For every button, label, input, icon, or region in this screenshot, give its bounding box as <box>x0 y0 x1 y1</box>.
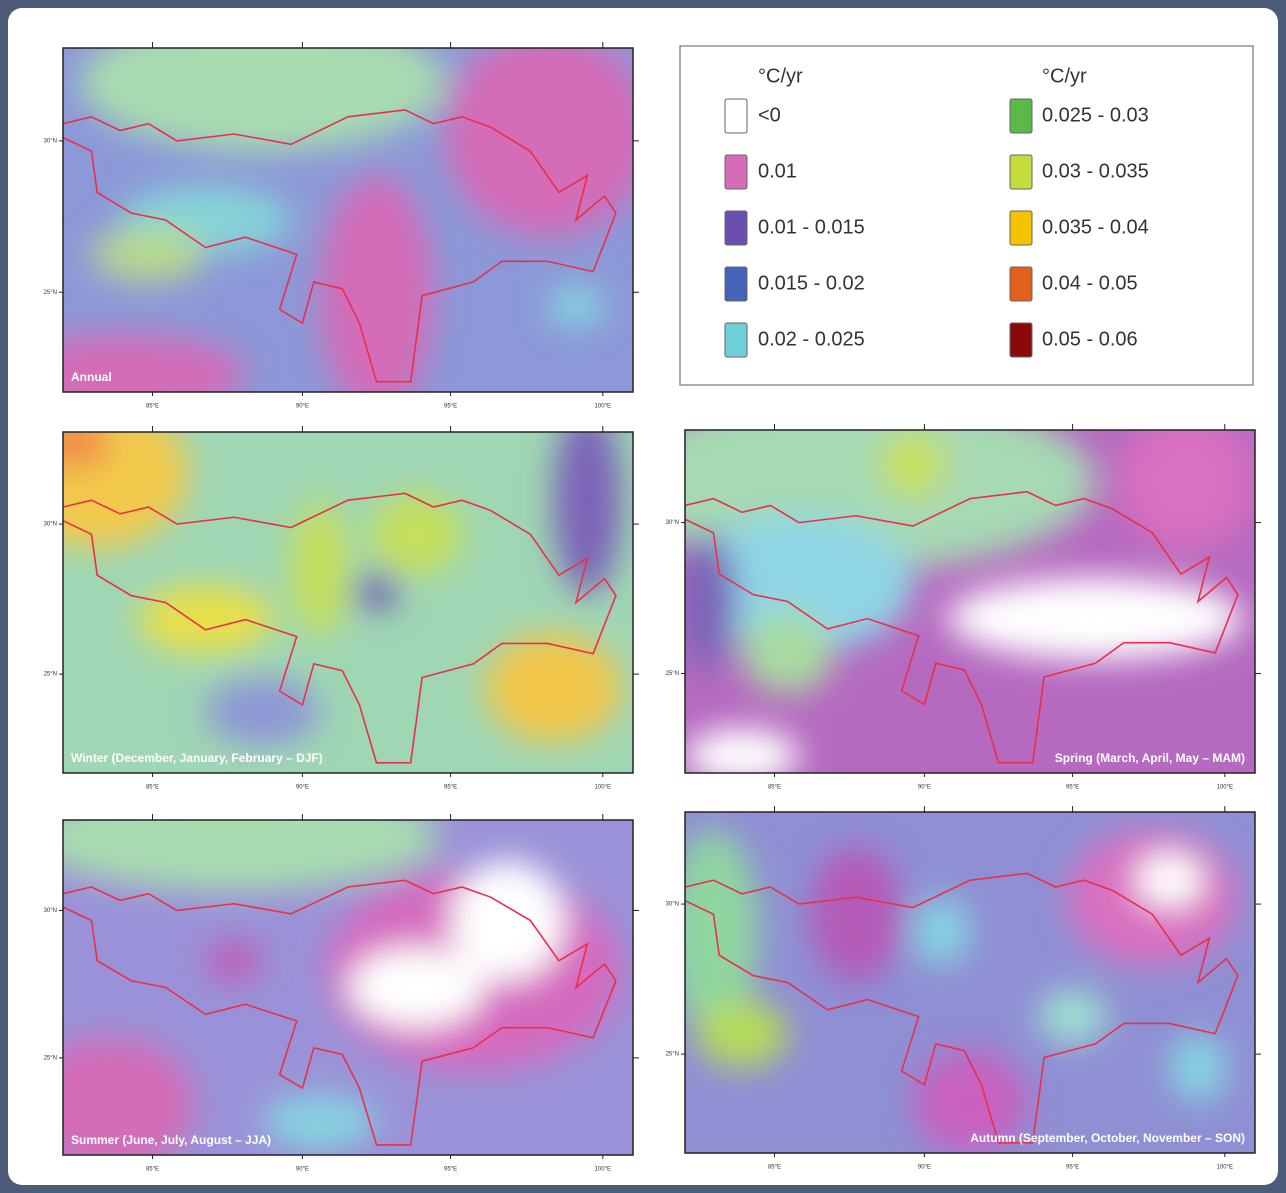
legend-swatch <box>1010 155 1032 189</box>
map-blob <box>263 1095 377 1149</box>
map-blob <box>371 493 462 575</box>
legend-label: <0 <box>758 104 781 126</box>
legend-swatch <box>1010 211 1032 245</box>
legend-label: 0.015 - 0.02 <box>758 272 865 294</box>
y-tick-label: 25°N <box>44 290 57 296</box>
legend-label: 0.05 - 0.06 <box>1042 328 1138 350</box>
y-tick-label: 25°N <box>666 1052 679 1058</box>
map-blob <box>0 334 245 417</box>
y-tick-label: 25°N <box>44 672 57 678</box>
x-tick-label: 95°E <box>444 785 457 791</box>
map-panel <box>617 392 1255 783</box>
y-tick-label: 30°N <box>666 902 679 908</box>
legend-swatch <box>725 155 747 189</box>
x-tick-label: 85°E <box>146 404 159 410</box>
map-blob <box>137 585 274 653</box>
map-blob <box>291 500 348 636</box>
figure: °C/yr <0 0.01 0.01 - 0.015 0.015 - 0.02 0.02 … <box>0 0 1286 1193</box>
panel-label: Spring (March, April, May – MAM) <box>1055 751 1245 765</box>
panel-label: Winter (December, January, February – DJ… <box>71 751 323 765</box>
legend-unit: °C/yr <box>758 65 803 87</box>
map-blob <box>1038 989 1106 1044</box>
map-blob <box>679 533 736 670</box>
map-blob <box>553 405 621 596</box>
map-blob <box>80 14 445 152</box>
x-tick-label: 95°E <box>1066 1165 1079 1171</box>
page: °C/yr <0 0.01 0.01 - 0.015 0.015 - 0.02 0.02 … <box>0 0 1286 1193</box>
legend-swatch <box>725 323 747 357</box>
y-tick-label: 30°N <box>44 522 57 528</box>
map-blob <box>879 430 947 499</box>
map-blob <box>206 941 263 981</box>
legend-label: 0.025 - 0.03 <box>1042 104 1149 126</box>
x-tick-label: 85°E <box>768 1165 781 1171</box>
map-blob <box>445 31 650 237</box>
x-tick-label: 90°E <box>918 785 931 791</box>
legend-label: 0.035 - 0.04 <box>1042 216 1149 238</box>
map-blob <box>485 633 622 742</box>
x-tick-label: 100°E <box>1217 1165 1233 1171</box>
x-tick-label: 100°E <box>1217 785 1233 791</box>
panel-label: Annual <box>71 370 112 384</box>
map-blob <box>1170 1034 1227 1102</box>
x-tick-label: 90°E <box>296 1167 309 1173</box>
x-tick-label: 95°E <box>444 404 457 410</box>
map-panel <box>23 783 633 1172</box>
map-blob <box>685 728 799 783</box>
map-blob <box>6 398 188 548</box>
x-tick-label: 90°E <box>918 1165 931 1171</box>
map-blob <box>354 575 400 609</box>
legend-swatch <box>1010 99 1032 133</box>
x-tick-label: 95°E <box>1066 785 1079 791</box>
y-tick-label: 30°N <box>44 908 57 914</box>
map-blob <box>913 897 970 965</box>
legend-label: 0.01 - 0.015 <box>758 216 865 238</box>
x-tick-label: 85°E <box>146 785 159 791</box>
x-tick-label: 85°E <box>768 785 781 791</box>
x-tick-label: 90°E <box>296 404 309 410</box>
legend-label: 0.04 - 0.05 <box>1042 272 1138 294</box>
x-tick-label: 85°E <box>146 1167 159 1173</box>
x-tick-label: 100°E <box>595 1167 611 1173</box>
panel-label: Summer (June, July, August – JJA) <box>71 1133 271 1147</box>
y-tick-label: 30°N <box>44 138 57 144</box>
y-tick-label: 25°N <box>44 1055 57 1061</box>
map-panel <box>6 398 633 773</box>
panel-label: Autumn (September, October, November – S… <box>970 1131 1245 1145</box>
map-panel <box>668 812 1255 1153</box>
map-blob <box>1118 413 1255 550</box>
map-panel <box>0 14 650 416</box>
legend-swatch <box>1010 267 1032 301</box>
x-tick-label: 100°E <box>595 785 611 791</box>
x-tick-label: 90°E <box>296 785 309 791</box>
legend-label: 0.02 - 0.025 <box>758 328 865 350</box>
map-blob <box>348 947 485 1027</box>
legend-label: 0.03 - 0.035 <box>1042 160 1149 182</box>
legend-label: 0.01 <box>758 160 797 182</box>
x-tick-label: 95°E <box>444 1167 457 1173</box>
map-blob <box>696 1000 787 1068</box>
map-blob <box>40 415 108 470</box>
legend-swatch <box>725 99 747 133</box>
map-blob <box>548 285 605 326</box>
map-blob <box>1135 853 1203 908</box>
legend-swatch <box>725 211 747 245</box>
legend-unit: °C/yr <box>1042 65 1087 87</box>
legend-swatch <box>1010 323 1032 357</box>
map-blob <box>947 577 1243 659</box>
map-blob <box>29 783 439 890</box>
legend-swatch <box>725 267 747 301</box>
map-blob <box>810 846 901 982</box>
x-tick-label: 100°E <box>595 404 611 410</box>
map-blob <box>206 678 320 746</box>
y-tick-label: 30°N <box>666 520 679 526</box>
y-tick-label: 25°N <box>666 671 679 677</box>
